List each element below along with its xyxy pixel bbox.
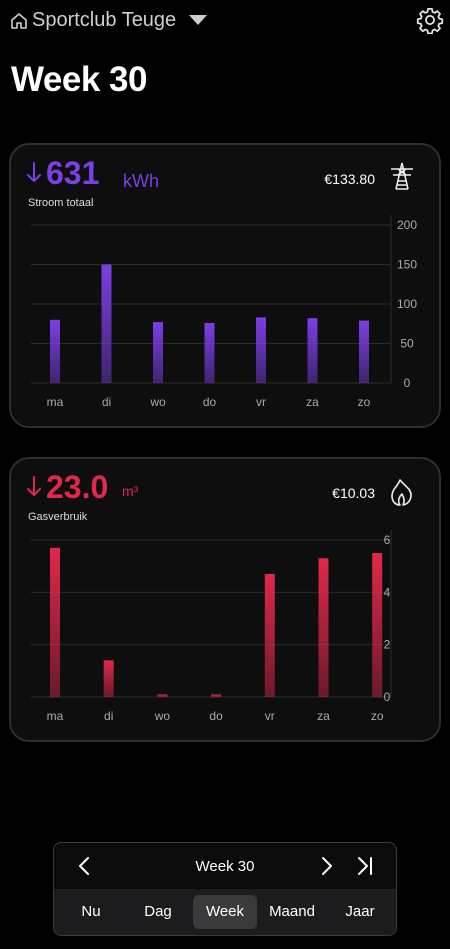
gas-xtick-label: do xyxy=(209,709,223,723)
gas-value: 23.0 xyxy=(46,469,109,505)
gas-chart: 6 4 2 0 ma di wo do vr za zo xyxy=(31,530,392,723)
power-xtick-label: ma xyxy=(47,395,64,409)
power-bar-za[interactable] xyxy=(307,318,318,383)
chevron-left-icon[interactable] xyxy=(76,855,92,877)
power-ytick-label: 100 xyxy=(397,297,417,311)
power-value: 631 xyxy=(46,155,100,191)
gas-xtick-label: zo xyxy=(371,709,384,723)
gas-ytick-label: 2 xyxy=(384,638,391,652)
power-card[interactable]: 631 kWh Stroom totaal €133.80 200 150 100 5… xyxy=(9,143,441,428)
power-ytick-label: 200 xyxy=(397,218,417,232)
power-bar-wo[interactable] xyxy=(153,322,163,383)
gas-ytick-label: 4 xyxy=(384,585,391,599)
power-chart: 200 150 100 50 0 ma di wo do vr za zo xyxy=(31,215,417,409)
power-pylon-icon xyxy=(391,162,413,190)
tab-week[interactable]: Week xyxy=(193,895,257,929)
arrow-down-icon xyxy=(27,162,41,182)
gas-ytick-label: 0 xyxy=(384,690,391,704)
club-name[interactable]: Sportclub Teuge xyxy=(32,9,177,31)
gas-label: Gasverbruik xyxy=(28,511,88,523)
tab-jaar[interactable]: Jaar xyxy=(345,903,375,920)
tab-maand[interactable]: Maand xyxy=(269,903,315,920)
home-icon[interactable] xyxy=(10,12,28,30)
power-bar-zo[interactable] xyxy=(359,320,369,383)
power-xtick-label: wo xyxy=(149,395,166,409)
period-stepper: Week 30 xyxy=(54,843,396,889)
gas-bar-vr[interactable] xyxy=(264,574,275,697)
arrow-down-icon xyxy=(27,476,41,496)
gas-xtick-label: vr xyxy=(265,709,275,723)
gas-cost: €10.03 xyxy=(332,485,375,501)
gas-xtick-label: ma xyxy=(47,709,64,723)
caret-down-icon[interactable] xyxy=(188,14,208,26)
power-unit: kWh xyxy=(123,171,159,191)
gas-ytick-label: 6 xyxy=(384,533,391,547)
gas-flame-icon xyxy=(391,479,412,506)
page-title: Week 30 xyxy=(11,60,147,99)
gas-bar-wo[interactable] xyxy=(157,694,168,697)
gas-bar-di[interactable] xyxy=(103,660,114,697)
period-navigator: Week 30 Nu Dag Week Maand Jaar xyxy=(53,842,397,936)
top-bar: Sportclub Teuge xyxy=(0,0,450,42)
period-label: Week 30 xyxy=(195,858,255,875)
power-xtick-label: di xyxy=(102,395,111,409)
power-cost: €133.80 xyxy=(324,171,375,187)
gas-bar-do[interactable] xyxy=(211,694,222,697)
power-xtick-label: zo xyxy=(358,395,371,409)
power-xtick-label: do xyxy=(203,395,217,409)
gas-xtick-label: za xyxy=(317,709,330,723)
gas-card[interactable]: 23.0 m³ Gasverbruik €10.03 6 4 2 0 ma di wo do v… xyxy=(9,457,441,742)
power-bar-di[interactable] xyxy=(101,264,112,384)
power-xtick-label: za xyxy=(306,395,319,409)
gas-bar-ma[interactable] xyxy=(50,547,60,697)
power-bar-ma[interactable] xyxy=(50,319,60,383)
power-ytick-label: 0 xyxy=(404,376,411,390)
gas-xtick-label: wo xyxy=(154,709,171,723)
period-tabs: Nu Dag Week Maand Jaar xyxy=(54,889,396,935)
power-bar-do[interactable] xyxy=(204,322,215,383)
power-label: Stroom totaal xyxy=(28,197,94,209)
skip-to-latest-icon[interactable] xyxy=(356,855,374,877)
gas-unit: m³ xyxy=(122,483,139,499)
chevron-right-icon[interactable] xyxy=(319,855,335,877)
power-bar-vr[interactable] xyxy=(256,317,266,383)
gas-xtick-label: di xyxy=(104,709,113,723)
gear-icon[interactable] xyxy=(416,6,444,34)
power-xtick-label: vr xyxy=(256,395,266,409)
gas-bar-zo[interactable] xyxy=(372,553,383,697)
power-ytick-label: 150 xyxy=(397,258,417,272)
power-ytick-label: 50 xyxy=(400,337,414,351)
tab-dag[interactable]: Dag xyxy=(144,903,172,920)
gas-bar-za[interactable] xyxy=(318,558,329,697)
tab-nu[interactable]: Nu xyxy=(81,903,101,920)
